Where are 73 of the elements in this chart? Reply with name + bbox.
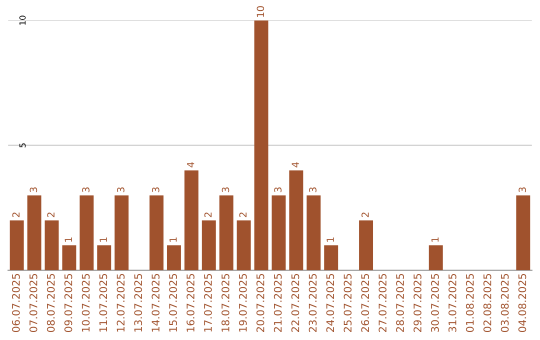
data-label: 1 xyxy=(64,238,72,242)
bar xyxy=(80,195,94,270)
x-tick-label: 23.07.2025 xyxy=(308,274,317,332)
x-tick-label: 14.07.2025 xyxy=(152,274,160,332)
x-tick-label: 10.07.2025 xyxy=(82,274,90,332)
bar xyxy=(27,195,42,270)
bar xyxy=(428,245,443,270)
data-label: 3 xyxy=(152,187,160,192)
x-tick-label: 08.07.2025 xyxy=(46,274,55,332)
x-tick-label: 27.07.2025 xyxy=(378,274,387,332)
bar xyxy=(150,195,164,270)
bar xyxy=(254,20,268,270)
data-label: 1 xyxy=(431,238,439,242)
bar xyxy=(62,245,76,270)
x-tick-label: 02.08.2025 xyxy=(483,274,492,332)
x-tick-label: 01.08.2025 xyxy=(466,274,474,332)
data-label: 3 xyxy=(82,187,90,192)
bar xyxy=(324,245,338,270)
bar xyxy=(289,170,304,270)
y-tick-label: 5 xyxy=(19,143,26,148)
data-label: 3 xyxy=(222,187,230,192)
x-tick-label: 17.07.2025 xyxy=(204,274,212,332)
data-label: 3 xyxy=(117,187,124,192)
bar xyxy=(236,220,251,270)
bar xyxy=(219,195,234,270)
bar xyxy=(10,220,24,270)
data-label: 10 xyxy=(256,6,264,17)
x-tick-label: 07.07.2025 xyxy=(29,274,38,332)
data-label: 3 xyxy=(274,187,282,192)
bar xyxy=(166,245,181,270)
x-tick-label: 09.07.2025 xyxy=(64,274,72,332)
data-label: 3 xyxy=(309,187,316,192)
x-tick-label: 19.07.2025 xyxy=(238,274,247,332)
x-tick-label: 11.07.2025 xyxy=(99,274,108,332)
x-tick-label: 21.07.2025 xyxy=(274,274,282,332)
x-tick-label: 18.07.2025 xyxy=(221,274,230,332)
bar xyxy=(359,220,374,270)
x-tick-label: 25.07.2025 xyxy=(344,274,352,332)
bar xyxy=(202,220,216,270)
data-label: 2 xyxy=(239,212,246,218)
x-tick-label: 31.07.2025 xyxy=(448,274,456,332)
bar xyxy=(272,195,286,270)
bar xyxy=(44,220,59,270)
x-tick-label: 24.07.2025 xyxy=(326,274,334,332)
x-tick-label: 26.07.2025 xyxy=(361,274,370,332)
data-label: 2 xyxy=(12,212,20,218)
bar xyxy=(516,195,530,270)
data-label: 2 xyxy=(204,212,212,218)
x-tick-label: 03.08.2025 xyxy=(500,274,509,332)
x-tick-label: 04.08.2025 xyxy=(518,274,526,332)
data-label: 2 xyxy=(361,212,369,218)
x-tick-label: 15.07.2025 xyxy=(169,274,177,332)
bar xyxy=(97,245,112,270)
x-tick-label: 12.07.2025 xyxy=(116,274,125,332)
bar xyxy=(184,170,198,270)
x-tick-label: 22.07.2025 xyxy=(291,274,300,332)
data-label: 3 xyxy=(30,187,38,192)
bar xyxy=(306,195,321,270)
data-label: 1 xyxy=(326,238,334,242)
x-tick-label: 16.07.2025 xyxy=(186,274,194,332)
x-tick-label: 13.07.2025 xyxy=(134,274,142,332)
x-tick-label: 20.07.2025 xyxy=(256,274,264,332)
x-tick-label: 29.07.2025 xyxy=(414,274,422,332)
data-label: 1 xyxy=(100,238,107,242)
data-label: 4 xyxy=(187,162,194,168)
x-tick-label: 28.07.2025 xyxy=(396,274,404,332)
data-label: 4 xyxy=(292,162,299,168)
x-tick-label: 06.07.2025 xyxy=(12,274,20,332)
bar xyxy=(114,195,129,270)
x-tick-label: 30.07.2025 xyxy=(431,274,439,332)
data-label: 2 xyxy=(47,212,54,218)
data-label: 1 xyxy=(170,238,177,242)
data-label: 3 xyxy=(518,187,526,192)
